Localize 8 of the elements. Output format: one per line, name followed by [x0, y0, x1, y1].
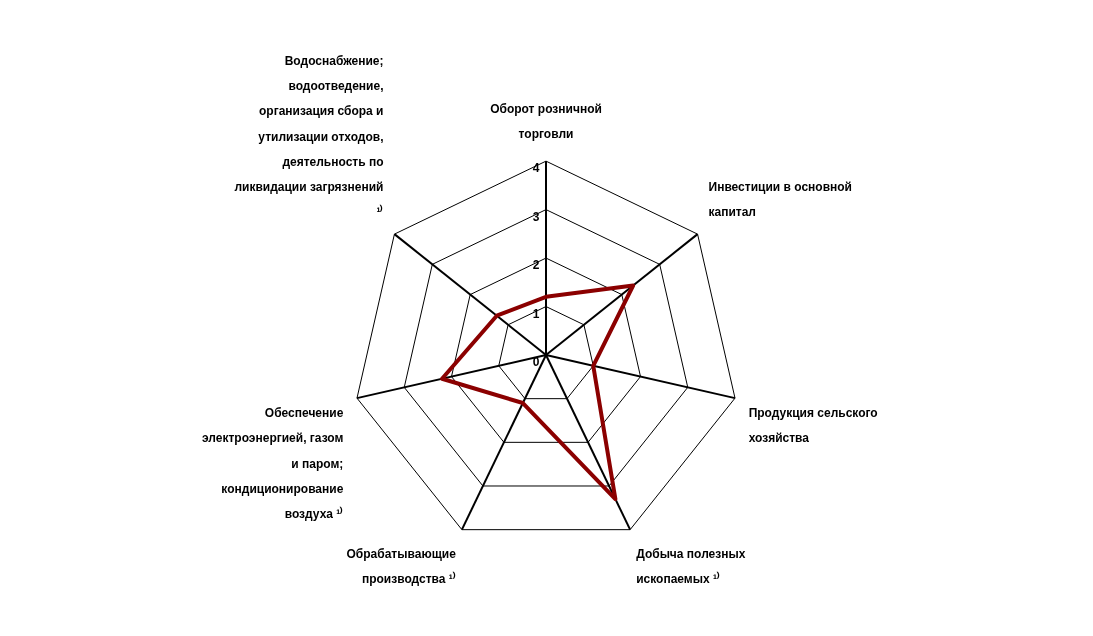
y-tick-label: 4 — [532, 161, 540, 176]
spoke-label: Инвестиции в основной капитал — [708, 179, 852, 220]
spoke-label: Водоснабжение; водоотведение, организация сбора и утилизации отходов, деятельность по ликвидации загрязнений ¹⁾ — [234, 53, 384, 220]
spoke-label: Оборот розничной торговли — [490, 101, 602, 141]
spoke-label: Обеспечение электроэнергией, газом и паром; кондиционирование воздуха ¹⁾ — [201, 406, 344, 521]
spoke-label: Продукция сельского хозяйства — [748, 406, 878, 446]
spoke-label: Добыча полезных ископаемых ¹⁾ — [636, 547, 746, 587]
spoke-label: Обрабатывающие производства ¹⁾ — [346, 547, 457, 587]
